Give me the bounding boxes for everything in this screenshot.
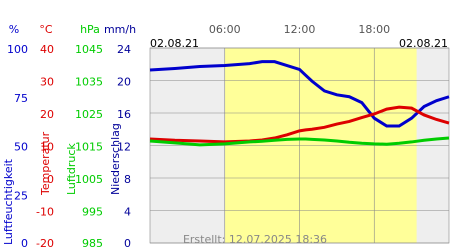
- axis-unit: mm/h: [104, 23, 136, 36]
- y-tick-label: -20: [36, 237, 54, 250]
- y-tick-label: 20: [40, 108, 54, 121]
- y-tick-label: 100: [7, 43, 28, 56]
- x-tick-label: 18:00: [358, 23, 390, 36]
- y-tick-label: 24: [117, 43, 131, 56]
- y-tick-label: 0: [124, 237, 131, 250]
- date-left: 02.08.21: [150, 37, 199, 50]
- y-tick-label: 1045: [75, 43, 103, 56]
- y-tick-label: 16: [117, 108, 131, 121]
- y-tick-label: 40: [40, 43, 54, 56]
- axis-title: Luftdruck: [65, 143, 78, 195]
- series-line: [149, 60, 450, 128]
- y-tick-label: 985: [82, 237, 103, 250]
- x-tick-label: 06:00: [209, 23, 241, 36]
- axis-unit: %: [9, 23, 19, 36]
- axis-unit: °C: [39, 23, 53, 36]
- y-tick-label: 30: [40, 76, 54, 89]
- y-tick-label: 50: [14, 141, 28, 154]
- axis-unit: hPa: [80, 23, 100, 36]
- y-tick-label: 1015: [75, 141, 103, 154]
- y-tick-label: 8: [124, 173, 131, 186]
- y-tick-label: 12: [117, 141, 131, 154]
- series-line: [149, 136, 450, 147]
- y-tick-label: 4: [124, 206, 131, 219]
- y-tick-label: 0: [47, 173, 54, 186]
- y-tick-label: 20: [117, 76, 131, 89]
- x-tick-label: 12:00: [284, 23, 316, 36]
- y-tick-label: 1025: [75, 108, 103, 121]
- y-tick-label: 995: [82, 206, 103, 219]
- y-tick-label: 25: [14, 189, 28, 202]
- y-tick-label: 1035: [75, 76, 103, 89]
- y-tick-label: 0: [21, 237, 28, 250]
- axis-title: Temperatur: [39, 131, 52, 196]
- axis-title: Niederschlag: [109, 123, 122, 195]
- plot-border: [149, 47, 450, 244]
- y-tick-label: 10: [40, 141, 54, 154]
- y-tick-label: -10: [36, 206, 54, 219]
- y-tick-label: 75: [14, 92, 28, 105]
- y-tick-label: 1005: [75, 173, 103, 186]
- axis-title: Luftfeuchtigkeit: [2, 158, 15, 245]
- date-right: 02.08.21: [399, 37, 448, 50]
- footer: Erstellt: 12.07.2025 18:36: [183, 233, 327, 246]
